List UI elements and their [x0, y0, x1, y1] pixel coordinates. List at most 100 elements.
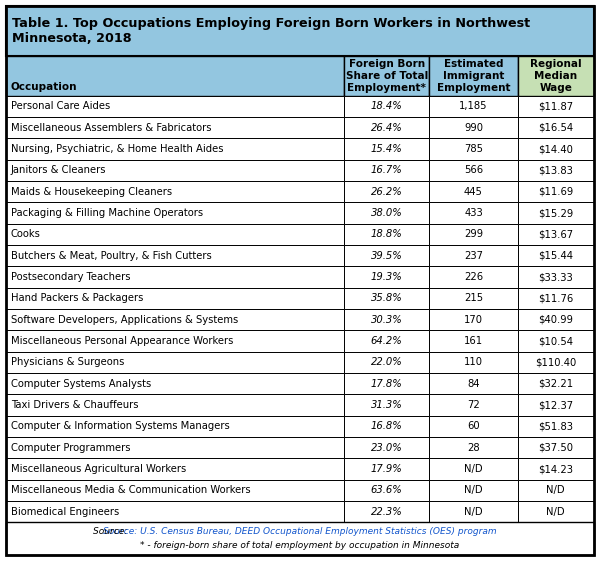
Bar [6, 330, 344, 352]
Bar [344, 224, 430, 245]
Text: $51.83: $51.83 [538, 421, 573, 431]
Text: 64.2%: 64.2% [371, 336, 403, 346]
Text: 15.4%: 15.4% [371, 144, 403, 154]
Text: 72: 72 [467, 400, 480, 410]
Bar [430, 458, 518, 480]
Bar [518, 224, 594, 245]
Bar [344, 96, 430, 117]
Bar [6, 181, 344, 203]
Text: $14.23: $14.23 [538, 464, 573, 474]
Bar [518, 181, 594, 203]
Bar [518, 139, 594, 160]
Text: Computer Systems Analysts: Computer Systems Analysts [11, 379, 151, 389]
Bar [6, 224, 344, 245]
Bar [430, 224, 518, 245]
Bar [6, 160, 344, 181]
Bar [6, 480, 344, 501]
Text: * - foreign-born share of total employment by occupation in Minnesota: * - foreign-born share of total employme… [140, 541, 460, 550]
Bar [430, 203, 518, 224]
Text: $32.21: $32.21 [538, 379, 574, 389]
Text: Janitors & Cleaners: Janitors & Cleaners [11, 165, 106, 176]
Text: Taxi Drivers & Chauffeurs: Taxi Drivers & Chauffeurs [11, 400, 139, 410]
Bar [6, 394, 344, 416]
Bar [518, 266, 594, 288]
Bar [6, 288, 344, 309]
Bar [518, 96, 594, 117]
Text: 63.6%: 63.6% [371, 485, 403, 495]
Bar [430, 139, 518, 160]
Text: Maids & Housekeeping Cleaners: Maids & Housekeeping Cleaners [11, 187, 172, 197]
Bar [6, 309, 344, 330]
Text: $11.76: $11.76 [538, 293, 574, 304]
Bar [430, 96, 518, 117]
Text: 161: 161 [464, 336, 483, 346]
Text: 18.4%: 18.4% [371, 102, 403, 112]
Bar [430, 181, 518, 203]
Bar [344, 203, 430, 224]
Text: 38.0%: 38.0% [371, 208, 403, 218]
Text: 22.0%: 22.0% [371, 357, 403, 367]
Bar [344, 330, 430, 352]
Text: Occupation: Occupation [11, 82, 77, 93]
Bar [518, 309, 594, 330]
Bar [6, 437, 344, 458]
Text: $40.99: $40.99 [538, 315, 573, 325]
Bar [344, 309, 430, 330]
Bar [6, 522, 594, 555]
Bar [344, 139, 430, 160]
Bar [518, 416, 594, 437]
Text: 23.0%: 23.0% [371, 443, 403, 453]
Bar [430, 373, 518, 394]
Bar [6, 416, 344, 437]
Text: 990: 990 [464, 123, 483, 133]
Bar [344, 416, 430, 437]
Bar [6, 56, 344, 96]
Bar [518, 352, 594, 373]
Text: N/D: N/D [464, 507, 483, 517]
Bar [344, 245, 430, 266]
Text: Physicians & Surgeons: Physicians & Surgeons [11, 357, 124, 367]
Text: Miscellaneous Assemblers & Fabricators: Miscellaneous Assemblers & Fabricators [11, 123, 211, 133]
Text: Personal Care Aides: Personal Care Aides [11, 102, 110, 112]
Bar [518, 330, 594, 352]
Bar [518, 56, 594, 96]
Bar [6, 373, 344, 394]
Text: 17.9%: 17.9% [371, 464, 403, 474]
Text: Miscellaneous Personal Appearance Workers: Miscellaneous Personal Appearance Worker… [11, 336, 233, 346]
Text: Computer Programmers: Computer Programmers [11, 443, 130, 453]
Text: 226: 226 [464, 272, 483, 282]
Text: Regional
Median
Wage: Regional Median Wage [530, 59, 581, 93]
Text: 26.2%: 26.2% [371, 187, 403, 197]
Text: Nursing, Psychiatric, & Home Health Aides: Nursing, Psychiatric, & Home Health Aide… [11, 144, 223, 154]
Text: 566: 566 [464, 165, 483, 176]
Text: 22.3%: 22.3% [371, 507, 403, 517]
Text: 215: 215 [464, 293, 483, 304]
Bar [344, 437, 430, 458]
Text: 17.8%: 17.8% [371, 379, 403, 389]
Text: N/D: N/D [464, 464, 483, 474]
Text: $16.54: $16.54 [538, 123, 574, 133]
Bar [430, 394, 518, 416]
Bar [518, 288, 594, 309]
Bar [344, 56, 430, 96]
Bar [430, 266, 518, 288]
Text: 16.8%: 16.8% [371, 421, 403, 431]
Text: $33.33: $33.33 [538, 272, 573, 282]
Bar [430, 288, 518, 309]
Bar [430, 501, 518, 522]
Text: 19.3%: 19.3% [371, 272, 403, 282]
Text: 170: 170 [464, 315, 483, 325]
Text: 60: 60 [467, 421, 480, 431]
Bar [6, 501, 344, 522]
Text: Miscellaneous Media & Communication Workers: Miscellaneous Media & Communication Work… [11, 485, 250, 495]
Text: $12.37: $12.37 [538, 400, 574, 410]
Text: $10.54: $10.54 [538, 336, 573, 346]
Text: N/D: N/D [464, 485, 483, 495]
Text: $14.40: $14.40 [538, 144, 573, 154]
Bar [6, 6, 594, 56]
Bar [430, 56, 518, 96]
Bar [344, 266, 430, 288]
Text: 16.7%: 16.7% [371, 165, 403, 176]
Text: N/D: N/D [547, 485, 565, 495]
Text: 30.3%: 30.3% [371, 315, 403, 325]
